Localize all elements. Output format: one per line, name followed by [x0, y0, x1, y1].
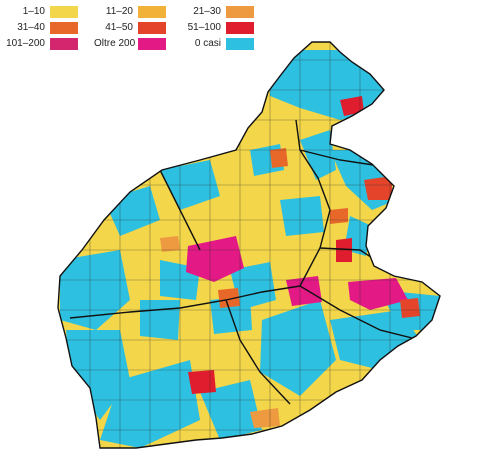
legend-swatch-31-40 [50, 22, 78, 34]
legend-swatch-41-50 [138, 22, 166, 34]
legend-label-101-200: 101–200 [6, 38, 45, 49]
legend-swatch-1-10 [50, 6, 78, 18]
legend-label-41-50: 41–50 [105, 22, 133, 33]
legend-swatch-51-100 [226, 22, 254, 34]
legend-label-0-casi: 0 casi [194, 38, 221, 49]
legend-label-31-40: 31–40 [17, 22, 45, 33]
legend-swatch-11-20 [138, 6, 166, 18]
legend-swatch-21-30 [226, 6, 254, 18]
legend-label-21-30: 21–30 [193, 6, 221, 17]
legend-label-51-100: 51–100 [187, 22, 221, 33]
legend-swatch-oltre-200 [138, 38, 166, 50]
case-hotspots [160, 96, 420, 428]
map-legend: 1–10 11–20 21–30 31–40 41–50 51–100 101–… [6, 6, 270, 50]
legend-swatch-101-200 [50, 38, 78, 50]
legend-label-11-20: 11–20 [105, 6, 133, 17]
legend-swatch-0-casi [226, 38, 254, 50]
legend-label-oltre-200: Oltre 200 [94, 38, 136, 49]
legend-label-1-10: 1–10 [22, 6, 45, 17]
